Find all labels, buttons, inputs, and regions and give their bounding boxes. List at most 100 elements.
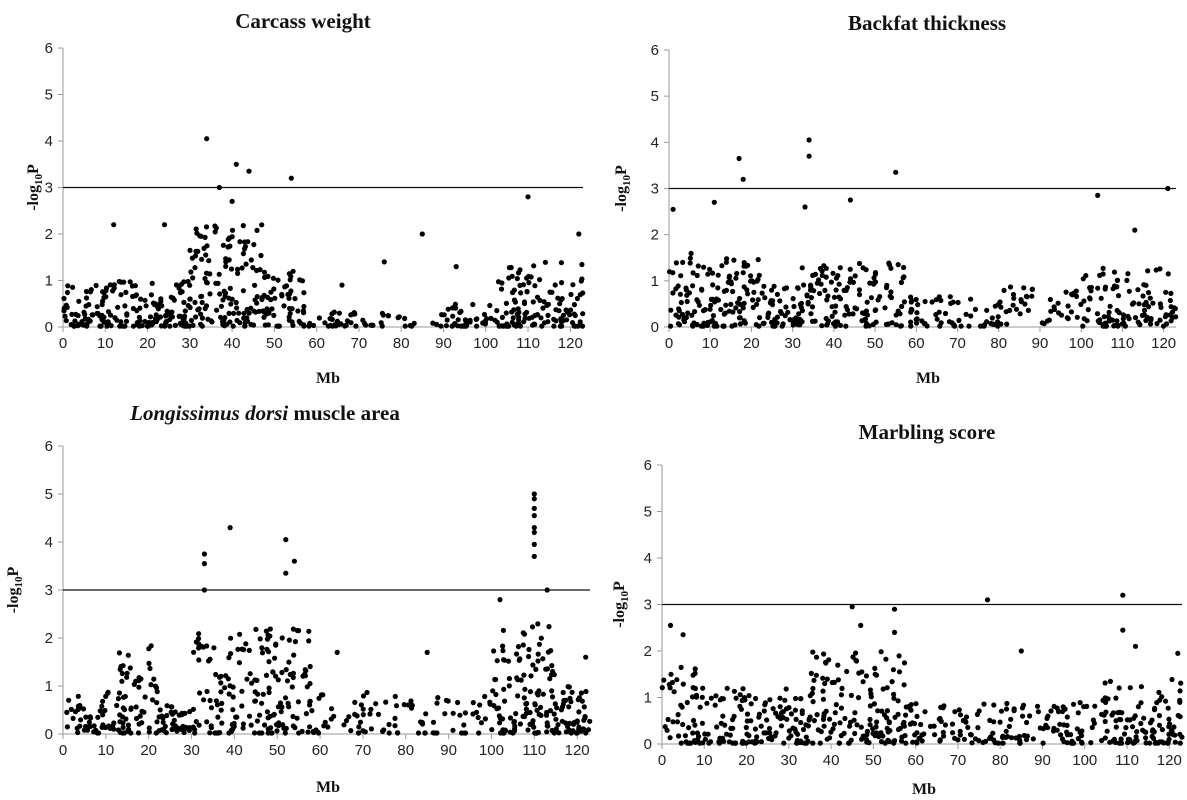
snp-point	[430, 719, 437, 725]
snp-point	[1073, 288, 1079, 294]
y-tick-label: 4	[644, 550, 652, 567]
snp-point	[215, 714, 221, 720]
snp-point	[329, 311, 335, 317]
snp-point	[793, 716, 799, 722]
snp-point	[824, 297, 830, 303]
snp-point	[803, 740, 809, 746]
snp-point	[1056, 310, 1062, 316]
snp-point	[288, 175, 294, 181]
snp-point	[95, 714, 101, 720]
snp-point	[1107, 678, 1113, 684]
snp-point	[1135, 704, 1141, 710]
y-tick-label: 0	[651, 319, 659, 336]
x-tick-label: 110	[1115, 752, 1139, 769]
snp-point	[796, 311, 802, 317]
x-tick-label: 60	[907, 752, 924, 769]
snp-point	[136, 675, 142, 681]
snp-point	[1135, 287, 1141, 293]
snp-point	[257, 636, 263, 642]
snp-point	[531, 553, 537, 559]
snp-point	[470, 301, 476, 308]
snp-point	[214, 307, 220, 313]
snp-point	[991, 702, 997, 708]
points-group	[61, 136, 586, 329]
snp-point	[325, 724, 331, 730]
snp-point	[680, 681, 686, 687]
snp-point	[941, 733, 947, 739]
snp-point	[910, 739, 916, 745]
snp-point	[380, 312, 386, 318]
snp-point	[130, 305, 136, 312]
snp-point	[669, 679, 675, 686]
snp-point	[1156, 722, 1163, 728]
snp-point	[276, 723, 282, 729]
snp-point	[402, 315, 408, 322]
snp-point	[248, 305, 254, 311]
snp-point	[277, 700, 284, 706]
snp-point	[963, 719, 969, 725]
snp-point	[847, 197, 853, 203]
snp-point	[701, 264, 707, 270]
snp-point	[901, 682, 907, 688]
snp-point	[197, 233, 203, 239]
snp-point	[249, 680, 255, 686]
snp-point	[671, 689, 677, 695]
snp-point	[875, 297, 881, 303]
snp-point	[587, 718, 593, 724]
snp-point	[1105, 696, 1111, 702]
snp-point	[367, 711, 373, 717]
snp-point	[680, 721, 686, 728]
snp-point	[149, 280, 155, 286]
snp-point	[675, 283, 681, 289]
snp-point	[795, 285, 801, 291]
snp-point	[871, 281, 877, 287]
snp-point	[956, 317, 962, 323]
snp-point	[981, 701, 987, 707]
snp-point	[771, 283, 777, 289]
snp-point	[163, 313, 169, 319]
snp-point	[952, 709, 958, 715]
snp-point	[1087, 295, 1093, 301]
snp-point	[196, 306, 202, 312]
snp-point	[863, 267, 869, 273]
snp-point	[551, 672, 557, 678]
snp-point	[1120, 627, 1126, 633]
snp-point	[719, 263, 725, 269]
snp-point	[136, 314, 142, 320]
snp-point	[868, 295, 874, 301]
snp-point	[481, 311, 488, 318]
snp-point	[791, 303, 797, 310]
snp-point	[352, 699, 358, 705]
snp-point	[373, 701, 379, 707]
snp-point	[675, 712, 681, 718]
snp-point	[306, 638, 312, 644]
snp-point	[302, 673, 308, 679]
snp-point	[690, 283, 696, 289]
snp-point	[523, 706, 530, 712]
snp-point	[733, 275, 739, 281]
snp-point	[733, 305, 739, 311]
snp-point	[500, 730, 506, 736]
snp-point	[702, 307, 708, 313]
snp-point	[1040, 740, 1046, 746]
snp-point	[517, 656, 523, 662]
snp-point	[80, 706, 87, 712]
snp-point	[518, 290, 524, 296]
snp-point	[164, 703, 170, 709]
snp-point	[813, 672, 819, 678]
snp-point	[804, 292, 810, 298]
snp-point	[1150, 727, 1156, 733]
snp-point	[819, 323, 825, 329]
snp-point	[296, 730, 302, 736]
snp-point	[405, 702, 411, 708]
snp-point	[551, 711, 557, 717]
snp-point	[846, 311, 852, 317]
x-tick-label: 10	[97, 335, 114, 352]
snp-point	[158, 296, 164, 302]
snp-point	[914, 310, 920, 316]
snp-point	[760, 320, 766, 326]
snp-point	[1125, 313, 1131, 319]
snp-point	[80, 322, 87, 328]
snp-point	[808, 282, 814, 288]
snp-point	[702, 736, 708, 742]
